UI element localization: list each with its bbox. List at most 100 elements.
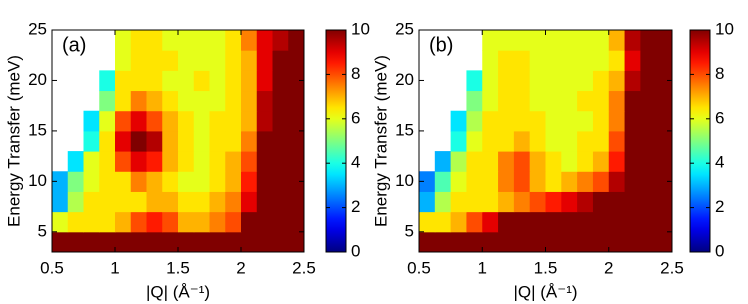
heatmap-cell [115, 110, 132, 132]
heatmap-cell [466, 211, 483, 233]
colorbar [690, 30, 710, 252]
heatmap-cell [193, 30, 210, 51]
heatmap-cell [656, 90, 672, 112]
heatmap-cell [241, 90, 258, 112]
heatmap-cell [482, 151, 499, 172]
heatmap-cell [466, 151, 483, 172]
heatmap-cell [577, 231, 594, 252]
heatmap-cell [99, 110, 116, 132]
heatmap-cell [561, 171, 578, 192]
heatmap-cell [178, 50, 195, 71]
heatmap-cell [561, 191, 578, 213]
heatmap-cell [99, 130, 116, 152]
heatmap-cell [241, 50, 258, 71]
x-axis-label: |Q| (Å⁻¹) [513, 282, 577, 301]
heatmap-cell [225, 151, 242, 172]
heatmap-cell [640, 191, 657, 213]
heatmap-cell [178, 171, 195, 192]
heatmap-cell [162, 151, 179, 172]
heatmap-cell [434, 171, 452, 192]
heatmap-cell [498, 30, 515, 51]
heatmap-cell [146, 130, 163, 152]
heatmap-cell [513, 50, 531, 71]
heatmap-cell [130, 211, 147, 233]
heatmap-cell [241, 171, 258, 192]
heatmap-cell [482, 130, 499, 152]
heatmap-cell [130, 30, 147, 51]
colorbar-frame [689, 29, 711, 253]
heatmap-cell [656, 191, 672, 213]
heatmap-cell [608, 151, 626, 172]
heatmap-cell [288, 211, 304, 233]
heatmap-cell [640, 110, 657, 132]
heatmap-cell [162, 110, 179, 132]
heatmap-cell [608, 110, 626, 132]
heatmap-cell [466, 171, 483, 192]
heatmap-cell [592, 70, 610, 92]
colorbar-frame [325, 29, 347, 253]
heatmap-cell [193, 130, 210, 152]
heatmap-cell [498, 110, 515, 132]
heatmap-cell [577, 30, 594, 51]
heatmap-cell [577, 191, 594, 213]
heatmap-cell [434, 191, 452, 213]
heatmap-cell [130, 110, 147, 132]
heatmap-cell [146, 70, 163, 92]
heatmap-cell [256, 151, 273, 172]
heatmap-cell [146, 211, 163, 233]
colorbar-tick-label: 0 [715, 241, 724, 260]
heatmap-cell [592, 50, 610, 71]
heatmap-cell [193, 70, 210, 92]
heatmap-cell [450, 151, 467, 172]
heatmap-cell [178, 211, 195, 233]
heatmap-cell [577, 90, 594, 112]
heatmap-cell [419, 211, 436, 233]
heatmap-cell [545, 110, 562, 132]
heatmap-cell [83, 231, 100, 252]
heatmap-cell [130, 50, 147, 71]
heatmap-cell [450, 231, 467, 252]
colorbar-tick-label: 10 [715, 19, 734, 38]
heatmap-cell [498, 70, 515, 92]
heatmap-cell [130, 231, 147, 252]
heatmap-cell [241, 70, 258, 92]
heatmap-cell [130, 90, 147, 112]
heatmap-cell [225, 211, 242, 233]
heatmap-cell [608, 30, 626, 51]
heatmap-cell [592, 30, 610, 51]
heatmap-cell [115, 231, 132, 252]
y-tick-label: 15 [28, 120, 47, 139]
heatmap-cell [529, 50, 546, 71]
heatmap-cell [561, 130, 578, 152]
heatmap-cell [513, 30, 531, 51]
heatmap-cell [146, 151, 163, 172]
heatmap-cell [115, 70, 132, 92]
y-tick-label: 10 [28, 171, 47, 190]
heatmap-cell [83, 130, 100, 152]
heatmap-cell [498, 130, 515, 152]
heatmap-cell [272, 30, 289, 51]
x-tick-label: 0.5 [40, 258, 64, 277]
heatmap-cell [241, 130, 258, 152]
heatmap-cell [288, 30, 304, 51]
heatmap-cell [466, 191, 483, 213]
heatmap-cell [545, 151, 562, 172]
heatmap-cell [419, 171, 436, 192]
heatmap-cell [52, 211, 69, 233]
heatmap-cell [209, 30, 226, 51]
heatmap-cell [656, 70, 672, 92]
heatmap-cell [624, 50, 641, 71]
heatmap-cell [256, 70, 273, 92]
x-tick-label: 1.5 [166, 258, 190, 277]
heatmap-cell [529, 191, 546, 213]
heatmap-cell [67, 171, 84, 192]
panel-label: (b) [429, 34, 453, 56]
heatmap-cell [577, 50, 594, 71]
heatmap-cell [419, 191, 436, 213]
y-tick-label: 20 [395, 70, 414, 89]
heatmap-cell [146, 90, 163, 112]
heatmap-cell [130, 130, 147, 152]
heatmap-cell [209, 211, 226, 233]
heatmap-cell [561, 30, 578, 51]
heatmap-cell [52, 171, 69, 192]
